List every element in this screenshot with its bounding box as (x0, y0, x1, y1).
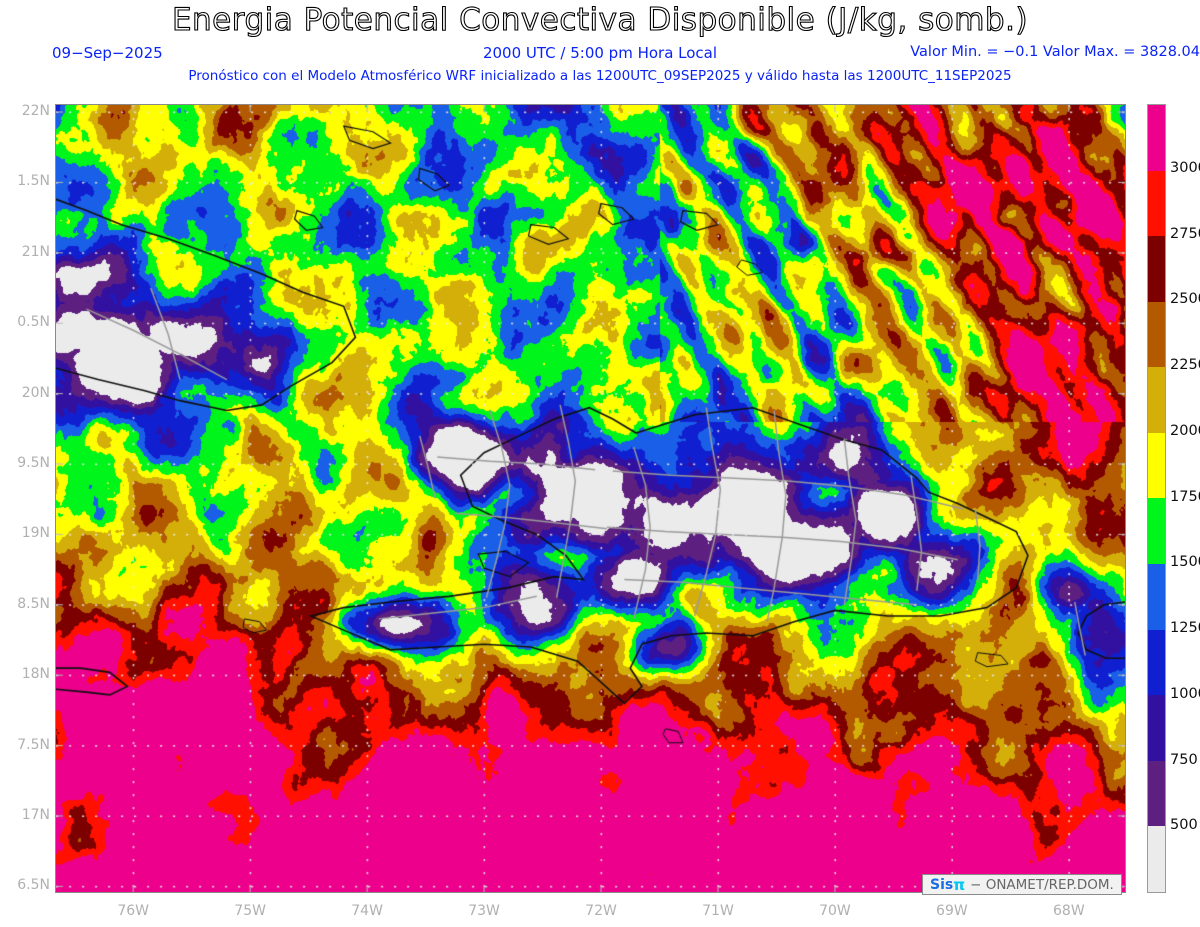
colorbar-tick-1250: 1250 (1170, 620, 1200, 636)
colorbar-tick-2250: 2250 (1170, 357, 1200, 373)
logo-org-text: − ONAMET/REP.DOM. (970, 876, 1114, 893)
colorbar-tick-750: 750 (1170, 751, 1198, 768)
colorbar-band-7 (1148, 564, 1165, 630)
coastline-and-grid-layer (56, 105, 1125, 892)
colorbar-band-1 (1148, 170, 1165, 237)
x-tick-74W: 74W (351, 903, 383, 919)
logo-sis-text: Sis (930, 876, 954, 893)
colorbar-tick-1750: 1750 (1170, 488, 1200, 505)
x-tick-75W: 75W (234, 903, 266, 919)
colorbar-tick-3000: 3000 (1170, 159, 1200, 176)
model-note: Pronóstico con el Modelo Atmosférico WRF… (188, 68, 1012, 84)
colorbar-band-4 (1148, 367, 1165, 433)
colorbar-band-0 (1148, 105, 1165, 171)
value-range-text: Valor Min. = −0.1 Valor Max. = 3828.04 (910, 44, 1200, 60)
colorbar-band-8 (1148, 629, 1165, 696)
y-tick-17N: 17N (21, 806, 50, 823)
y-tick-0.5N: 0.5N (17, 314, 50, 331)
colorbar-tick-2500: 2500 (1170, 291, 1200, 308)
colorbar-band-2 (1148, 236, 1165, 302)
colorbar-band-5 (1148, 432, 1165, 499)
x-tick-68W: 68W (1053, 903, 1085, 919)
y-tick-21N: 21N (21, 243, 50, 260)
colorbar-tick-500: 500 (1170, 817, 1198, 834)
forecast-date: 09−Sep−2025 (52, 44, 163, 62)
y-tick-22N: 22N (21, 103, 50, 120)
y-tick-20N: 20N (21, 384, 50, 401)
colorbar[interactable] (1147, 104, 1166, 893)
colorbar-band-11 (1148, 826, 1165, 892)
x-tick-73W: 73W (468, 903, 500, 919)
colorbar-tick-2000: 2000 (1170, 422, 1200, 439)
colorbar-tick-1500: 1500 (1170, 554, 1200, 571)
colorbar-tick-1000: 1000 (1170, 685, 1200, 702)
colorbar-band-9 (1148, 695, 1165, 761)
x-tick-70W: 70W (819, 903, 851, 919)
x-tick-69W: 69W (936, 903, 968, 919)
map-plot-area[interactable] (55, 104, 1126, 893)
colorbar-band-6 (1148, 498, 1165, 565)
colorbar-band-10 (1148, 760, 1165, 827)
colorbar-band-3 (1148, 301, 1165, 368)
y-tick-19N: 19N (21, 525, 50, 542)
y-tick-9.5N: 9.5N (17, 455, 50, 471)
y-tick-1.5N: 1.5N (17, 173, 50, 190)
forecast-time: 2000 UTC / 5:00 pm Hora Local (482, 44, 718, 62)
y-tick-8.5N: 8.5N (17, 595, 50, 612)
page-title: Energia Potencial Convectiva Disponible … (171, 1, 1029, 38)
x-tick-76W: 76W (117, 903, 150, 919)
x-tick-71W: 71W (702, 903, 734, 919)
colorbar-tick-2750: 2750 (1170, 225, 1200, 242)
y-tick-7.5N: 7.5N (17, 736, 50, 753)
y-tick-6.5N: 6.5N (17, 877, 50, 894)
logo-pi-glyph: π (953, 875, 966, 894)
sismet-logo: Sis π − ONAMET/REP.DOM. (922, 874, 1122, 895)
y-tick-18N: 18N (21, 666, 50, 683)
chart-header: Energia Potencial Convectiva Disponible … (0, 0, 1200, 98)
x-tick-72W: 72W (585, 903, 617, 919)
